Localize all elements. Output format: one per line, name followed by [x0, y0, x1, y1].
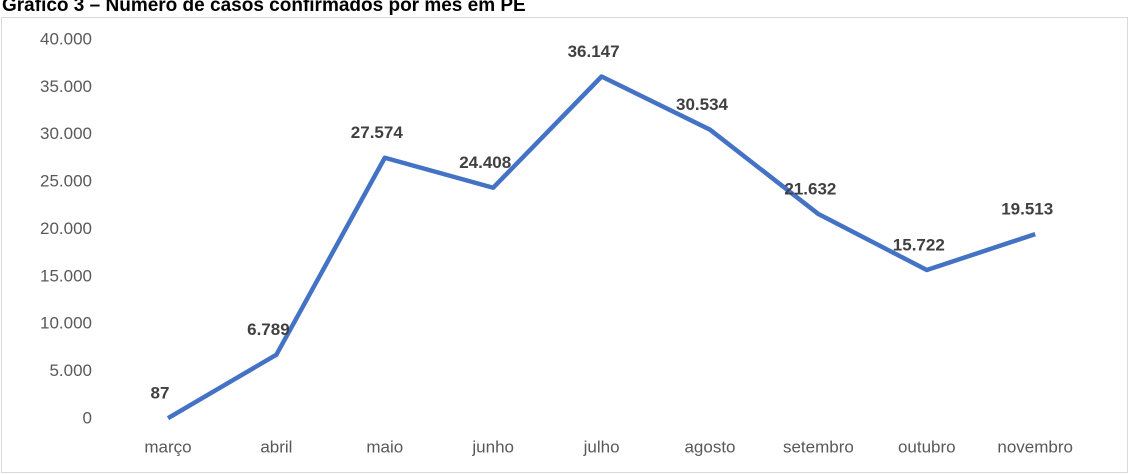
data-label: 87	[151, 384, 170, 403]
y-tick-label: 30.000	[40, 124, 92, 143]
y-tick-label: 20.000	[40, 219, 92, 238]
data-label: 36.147	[568, 42, 620, 61]
line	[166, 74, 1036, 421]
x-tick-label: novembro	[997, 437, 1073, 456]
x-tick-label: junho	[471, 437, 514, 456]
data-label: 30.534	[676, 95, 729, 114]
chart-frame	[1, 17, 1128, 473]
x-tick-label: julho	[583, 437, 620, 456]
x-tick-label: outubro	[898, 437, 956, 456]
y-tick-label: 15.000	[40, 266, 92, 285]
x-tick-label: setembro	[783, 437, 854, 456]
y-tick-label: 5.000	[49, 361, 92, 380]
data-label: 24.408	[459, 153, 511, 172]
y-tick-label: 10.000	[40, 314, 92, 333]
y-tick-label: 0	[83, 408, 92, 427]
data-label: 15.722	[893, 236, 945, 255]
data-label: 19.513	[1001, 200, 1053, 219]
data-label: 6.789	[247, 320, 290, 339]
data-label: 21.632	[784, 180, 836, 199]
x-tick-label: março	[144, 437, 191, 456]
x-tick-label: agosto	[684, 437, 735, 456]
data-label: 27.574	[351, 123, 404, 142]
y-tick-label: 35.000	[40, 77, 92, 96]
chart-title: Gráfico 3 – Número de casos confirmados …	[2, 0, 526, 16]
x-tick-label: maio	[366, 437, 403, 456]
x-tick-label: abril	[260, 437, 292, 456]
y-tick-label: 25.000	[40, 172, 92, 191]
y-tick-label: 40.000	[40, 29, 92, 48]
